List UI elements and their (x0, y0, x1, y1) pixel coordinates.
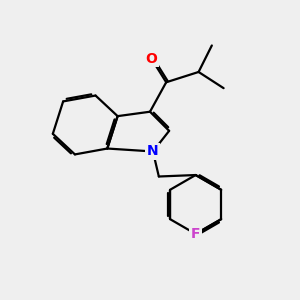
Text: F: F (191, 227, 200, 241)
Text: O: O (146, 52, 158, 66)
Text: N: N (147, 145, 159, 158)
